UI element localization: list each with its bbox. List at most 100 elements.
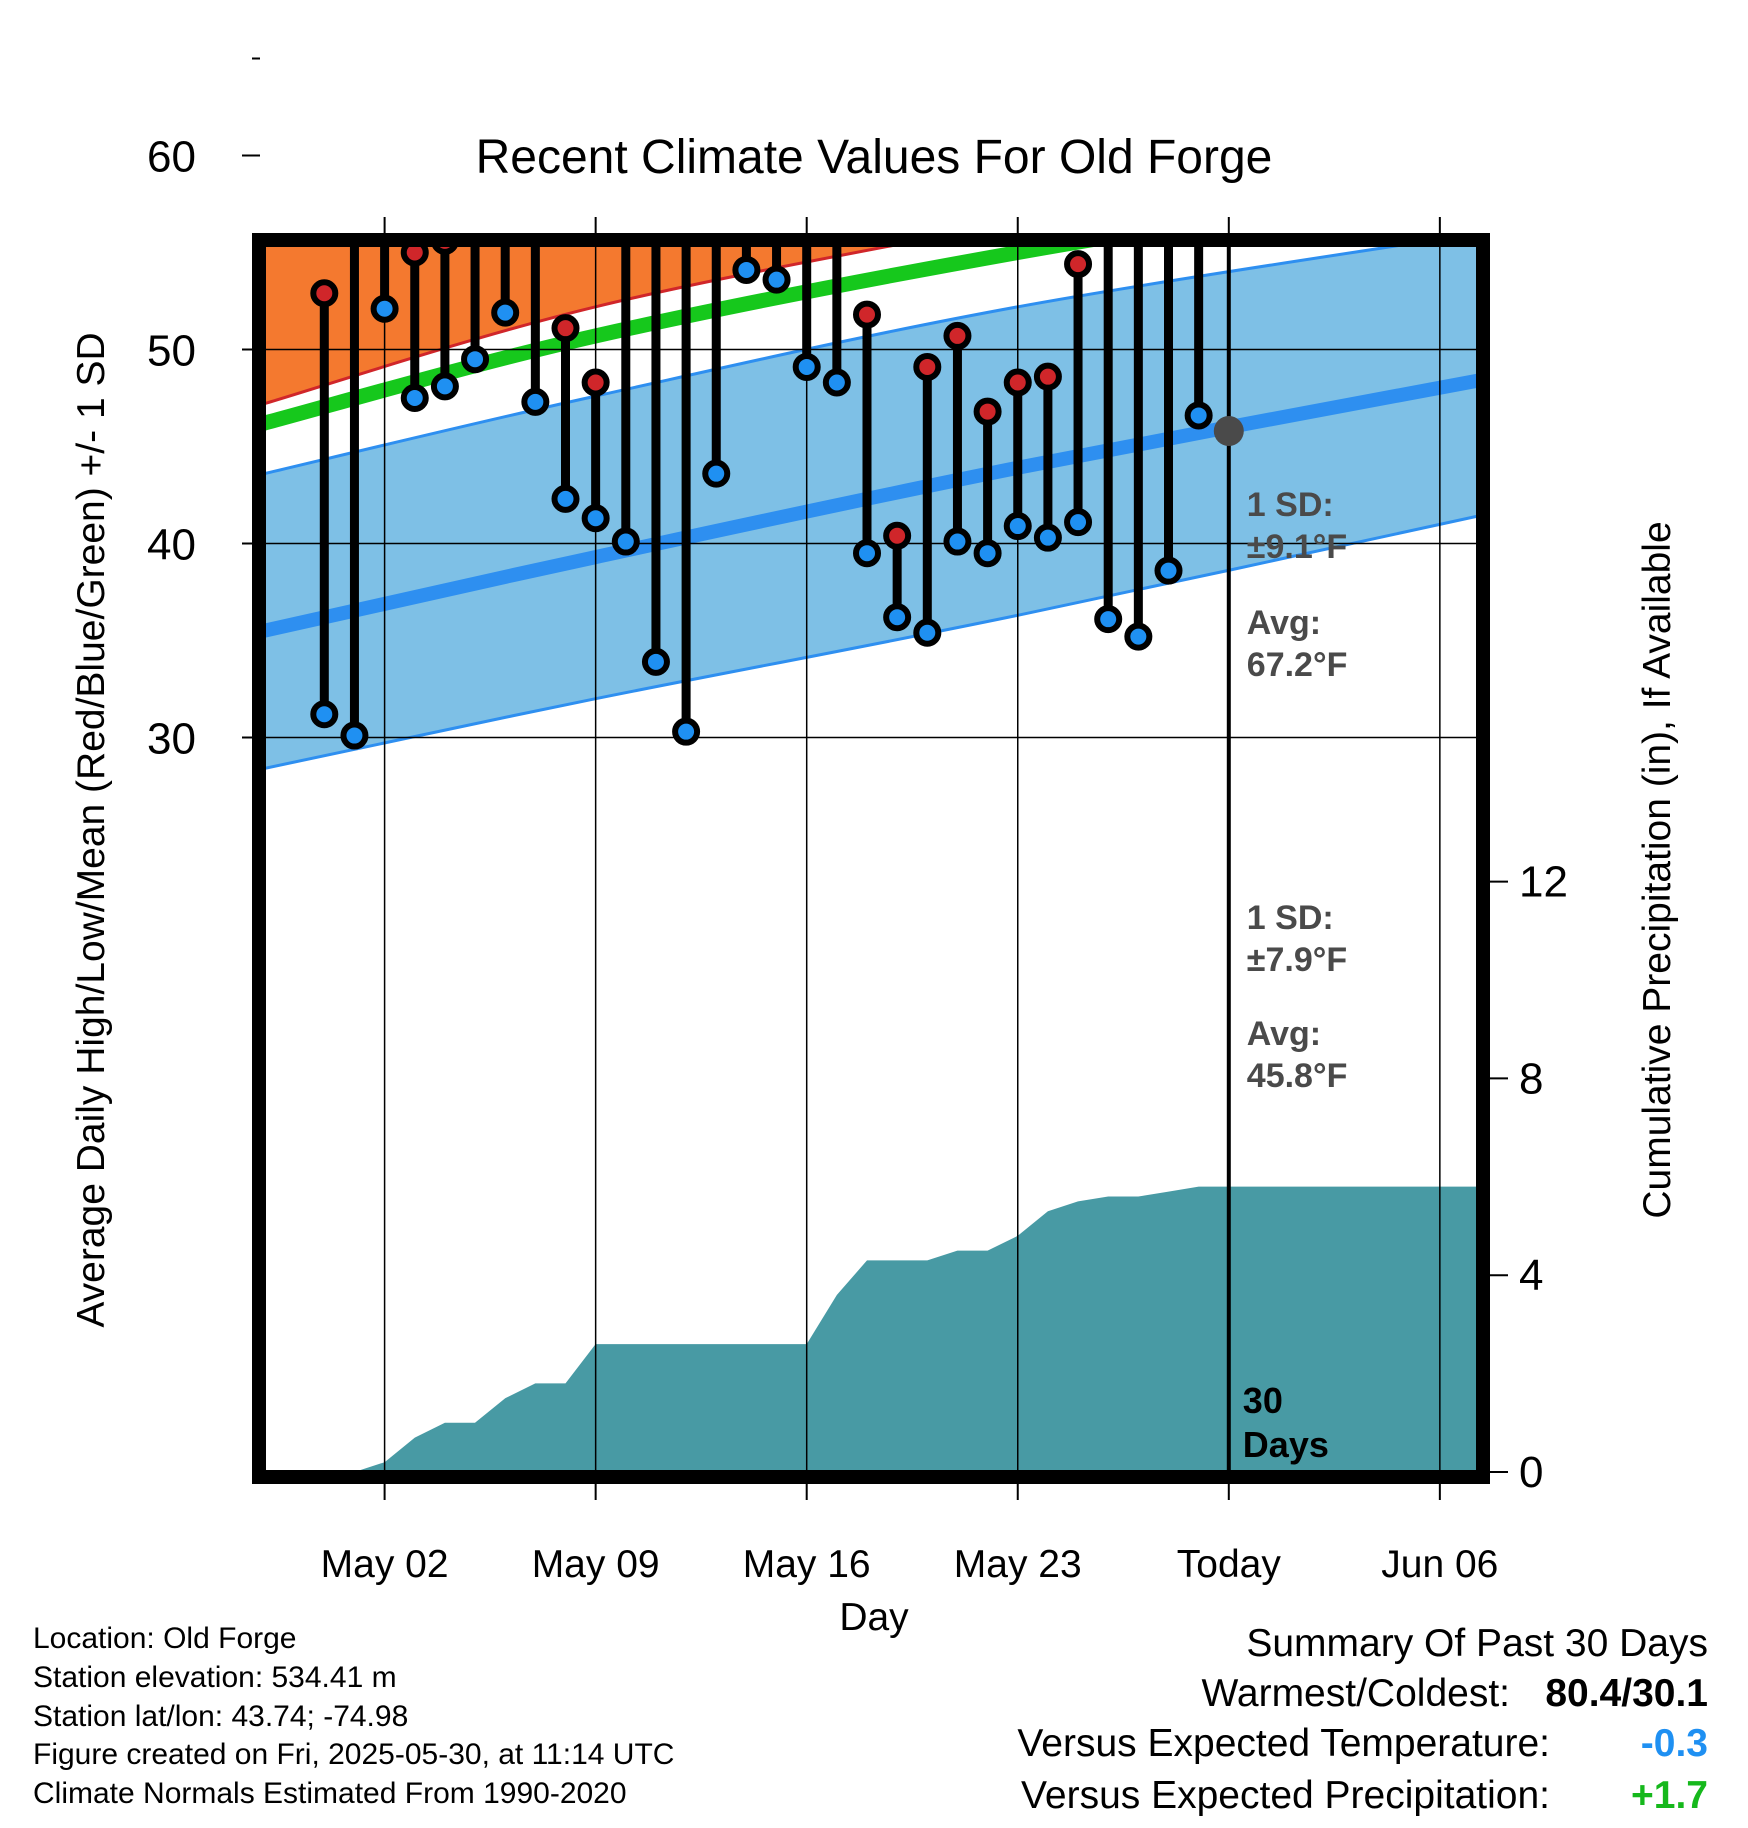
daily-high-point: [943, 321, 972, 350]
daily-high-point: [374, 0, 396, 11]
today-high-avg-marker: [1214, 1, 1244, 31]
daily-low-point: [551, 484, 580, 513]
daily-low-point: [1064, 508, 1093, 537]
daily-high-point: [494, 32, 516, 54]
low-avg-label: Avg:: [1247, 1015, 1321, 1053]
y-tick-label: 30: [147, 715, 196, 764]
summary-precipitation: Versus Expected Precipitation: +1.7: [1021, 1774, 1708, 1818]
daily-low-point: [913, 618, 942, 647]
summary-title: Summary Of Past 30 Days: [1246, 1622, 1708, 1665]
x-tick-label: May 02: [321, 1543, 449, 1586]
y2-tick-label: 4: [1519, 1251, 1543, 1300]
low-sd-value: ±7.9°F: [1247, 941, 1347, 979]
daily-low-point: [461, 345, 490, 374]
y2-axis-ticks: [1484, 880, 1508, 1473]
y-tick-label: 60: [147, 133, 196, 182]
high-sd-label: 1 SD:: [1247, 486, 1334, 524]
daily-high-point: [913, 352, 942, 381]
daily-high-point: [1003, 368, 1032, 397]
daily-low-point: [732, 255, 761, 284]
y2-tick-label: 0: [1519, 1448, 1543, 1497]
daily-low-point: [400, 384, 429, 412]
y2-tick-label: 12: [1519, 858, 1568, 907]
daily-high-point: [1033, 362, 1062, 391]
daily-low-point: [973, 539, 1002, 568]
x-tick-label: May 16: [743, 1543, 871, 1586]
footer-normals: Climate Normals Estimated From 1990-2020: [33, 1777, 627, 1810]
y-axis-label: Average Daily High/Low/Mean (Red/Blue/Gr…: [70, 332, 113, 1327]
daily-low-point: [1094, 605, 1123, 634]
daily-high-point: [551, 314, 580, 343]
daily-low-point: [1184, 401, 1213, 430]
daily-low-point: [672, 717, 701, 746]
window-days-number: 30: [1243, 1380, 1283, 1421]
x-tick-label: May 23: [954, 1543, 1082, 1586]
daily-high-point: [581, 368, 610, 397]
daily-low-point: [1003, 512, 1032, 541]
summary-warm-cold-label: Warmest/Coldest:: [1201, 1672, 1510, 1715]
daily-high-point: [973, 397, 1002, 426]
daily-low-point: [491, 298, 520, 327]
x-axis-label: Day: [839, 1596, 909, 1639]
daily-low-point: [641, 647, 670, 676]
summary-temperature: Versus Expected Temperature: -0.3: [1017, 1722, 1708, 1766]
daily-high-point: [1097, 26, 1119, 48]
daily-low-point: [1154, 556, 1183, 585]
summary-precip-label: Versus Expected Precipitation:: [1021, 1774, 1550, 1817]
daily-low-point: [792, 352, 821, 381]
daily-high-point: [883, 521, 912, 550]
chart-title: Recent Climate Values For Old Forge: [476, 131, 1273, 184]
daily-high-point: [1188, 183, 1210, 205]
low-avg-value: 45.8°F: [1247, 1057, 1348, 1095]
footer-elevation: Station elevation: 534.41 m: [33, 1661, 397, 1694]
daily-low-point: [1124, 622, 1153, 651]
daily-low-point: [1033, 523, 1062, 552]
y-tick-label: 40: [147, 521, 196, 570]
daily-bars: [319, 245, 1204, 736]
high-avg-label: Avg:: [1247, 604, 1321, 642]
daily-low-point: [762, 265, 791, 294]
y2-tick-label: 8: [1519, 1054, 1543, 1103]
x-tick-label: Jun 06: [1381, 1543, 1498, 1586]
summary-warm-cold-value: 80.4/30.1: [1545, 1672, 1708, 1715]
y-tick-label: 50: [147, 327, 196, 376]
daily-low-point: [581, 504, 610, 533]
footer-location: Location: Old Forge: [33, 1622, 297, 1655]
summary-temp-value: -0.3: [1640, 1722, 1708, 1765]
daily-low-point: [521, 387, 550, 416]
high-avg-value: 67.2°F: [1247, 646, 1348, 684]
daily-low-point: [370, 294, 399, 323]
window-days-label: Days: [1243, 1424, 1329, 1465]
daily-low-point: [702, 459, 731, 488]
x-axis-ticks: [383, 217, 1441, 1500]
daily-high-point: [524, 183, 546, 205]
daily-low-point: [611, 527, 640, 556]
footer-latlon: Station lat/lon: 43.74; -74.98: [33, 1700, 409, 1733]
today-low-avg-marker: [1213, 415, 1244, 446]
daily-low-point: [853, 539, 881, 568]
normal-high-upper-edge: [264, 0, 1530, 8]
summary-precip-value: +1.7: [1631, 1774, 1708, 1817]
daily-high-point: [853, 300, 881, 329]
y-axis-ticks: [242, 57, 260, 836]
daily-low-point: [943, 527, 972, 556]
summary-warm-cold: Warmest/Coldest: 80.4/30.1: [1202, 1672, 1708, 1716]
daily-low-point: [883, 603, 912, 632]
precipitation-area: [324, 1186, 1478, 1472]
daily-low-point: [822, 368, 851, 397]
daily-low-point: [310, 700, 339, 729]
daily-high-point: [1064, 250, 1093, 279]
x-tick-label: May 09: [532, 1543, 660, 1586]
daily-low-point: [430, 372, 459, 401]
normal-high-mean-line: [264, 0, 1530, 218]
plot-frame: [252, 233, 1490, 1484]
low-sd-label: 1 SD:: [1247, 899, 1334, 937]
plot-area: 1 SD: ±9.1°F Avg: 67.2°F 1 SD: ±7.9°F Avg: 45.8…: [147, 0, 1568, 1586]
y2-axis-label: Cumulative Precipitation (in), If Availa…: [1636, 521, 1679, 1218]
daily-high-point: [400, 245, 429, 267]
normal-low-lower-edge: [264, 514, 1478, 770]
normal-low-mean-line: [264, 373, 1478, 638]
x-tick-label: Today: [1177, 1543, 1282, 1586]
normal-high-band: [264, 245, 896, 404]
